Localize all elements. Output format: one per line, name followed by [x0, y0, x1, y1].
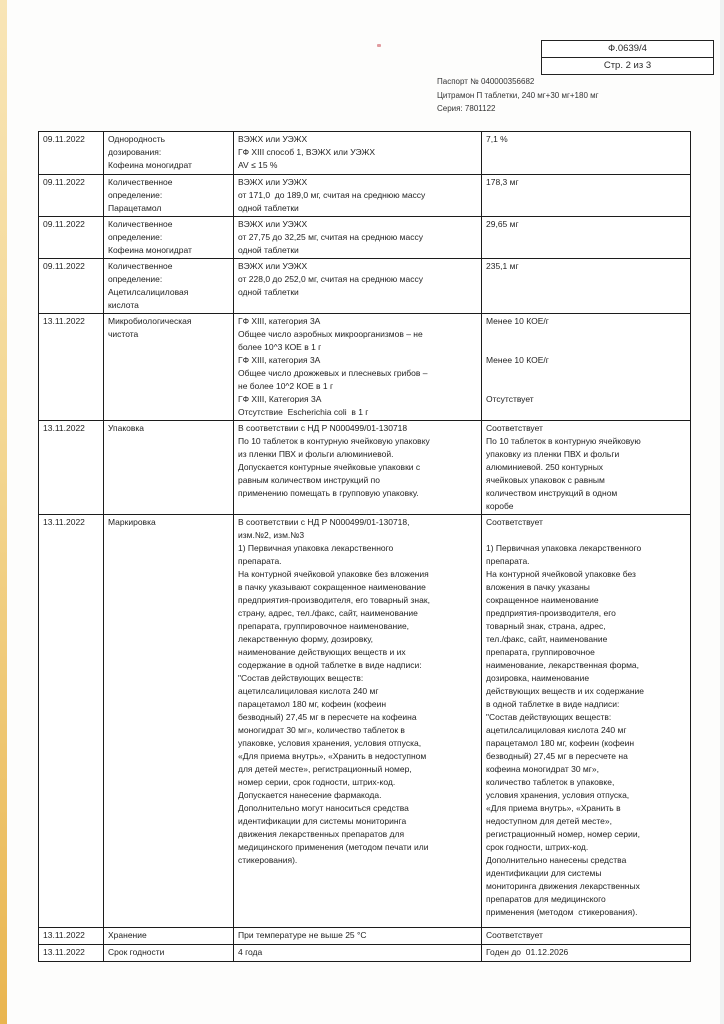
test-name-cell: Количественное определение: Кофеина моно…	[103, 216, 234, 259]
test-name-cell: Микробиологическая чистота	[103, 313, 234, 421]
table-row: 13.11.2022 Микробиологическая чистота ГФ…	[38, 313, 691, 421]
form-code: Ф.0639/4	[608, 43, 647, 54]
passport-header-block: Паспорт № 040000356682 Цитрамон П таблет…	[437, 75, 717, 116]
form-code-box: Ф.0639/4 Стр. 2 из 3	[541, 40, 714, 75]
result-cell: Менее 10 КОЕ/г Менее 10 КОЕ/г Отсутствуе…	[481, 313, 691, 421]
series-number: Серия: 7801122	[437, 104, 496, 113]
method-cell: В соответствии с НД Р N000499/01-130718,…	[233, 514, 482, 928]
passport-number: Паспорт № 040000356682	[437, 77, 535, 86]
test-name-cell: Упаковка	[103, 420, 234, 515]
date-cell: 09.11.2022	[38, 174, 104, 217]
result-cell: 7,1 %	[481, 131, 691, 175]
red-ink-speck	[377, 44, 381, 47]
date-cell: 13.11.2022	[38, 514, 104, 928]
date-cell: 09.11.2022	[38, 258, 104, 314]
date-cell: 09.11.2022	[38, 216, 104, 259]
method-cell: При температуре не выше 25 °C	[233, 927, 482, 945]
result-cell: 235,1 мг	[481, 258, 691, 314]
method-cell: ВЭЖХ или УЭЖХ от 27,75 до 32,25 мг, счит…	[233, 216, 482, 259]
left-edge-scan-stripe	[0, 0, 7, 1024]
quality-control-table: 09.11.2022 Однородность дозирования: Коф…	[38, 131, 691, 962]
table-row: 13.11.2022 Хранение При температуре не в…	[38, 927, 691, 945]
method-cell: ВЭЖХ или УЭЖХ от 228,0 до 252,0 мг, счит…	[233, 258, 482, 314]
right-edge-scan-shadow	[720, 0, 724, 1024]
test-name-cell: Однородность дозирования: Кофеина моноги…	[103, 131, 234, 175]
date-cell: 13.11.2022	[38, 944, 104, 962]
test-name-cell: Количественное определение: Ацетилсалици…	[103, 258, 234, 314]
table-row: 13.11.2022 Срок годности 4 года Годен до…	[38, 944, 691, 962]
method-cell: ВЭЖХ или УЭЖХ от 171,0 до 189,0 мг, счит…	[233, 174, 482, 217]
table-row: 09.11.2022 Количественное определение: П…	[38, 174, 691, 217]
method-cell: В соответствии с НД Р N000499/01-130718 …	[233, 420, 482, 515]
date-cell: 13.11.2022	[38, 420, 104, 515]
table-row: 13.11.2022 Упаковка В соответствии с НД …	[38, 420, 691, 515]
date-cell: 13.11.2022	[38, 313, 104, 421]
result-cell: 178,3 мг	[481, 174, 691, 217]
page-number-label: Стр. 2 из 3	[542, 57, 713, 74]
method-cell: ВЭЖХ или УЭЖХ ГФ XIII способ 1, ВЭЖХ или…	[233, 131, 482, 175]
table-row: 09.11.2022 Количественное определение: К…	[38, 216, 691, 259]
table-row: 09.11.2022 Однородность дозирования: Коф…	[38, 131, 691, 175]
date-cell: 09.11.2022	[38, 131, 104, 175]
test-name-cell: Количественное определение: Парацетамол	[103, 174, 234, 217]
result-cell: 29,65 мг	[481, 216, 691, 259]
test-name-cell: Маркировка	[103, 514, 234, 928]
test-name-cell: Хранение	[103, 927, 234, 945]
result-cell: Соответствует По 10 таблеток в контурную…	[481, 420, 691, 515]
table-row: 13.11.2022 Маркировка В соответствии с Н…	[38, 514, 691, 928]
product-name: Цитрамон П таблетки, 240 мг+30 мг+180 мг	[437, 90, 599, 100]
table-row: 09.11.2022 Количественное определение: А…	[38, 258, 691, 314]
result-cell: Годен до 01.12.2026	[481, 944, 691, 962]
method-cell: 4 года	[233, 944, 482, 962]
test-name-cell: Срок годности	[103, 944, 234, 962]
date-cell: 13.11.2022	[38, 927, 104, 945]
result-cell: Соответствует	[481, 927, 691, 945]
result-cell: Соответствует 1) Первичная упаковка лека…	[481, 514, 691, 928]
method-cell: ГФ XIII, категория 3А Общее число аэробн…	[233, 313, 482, 421]
